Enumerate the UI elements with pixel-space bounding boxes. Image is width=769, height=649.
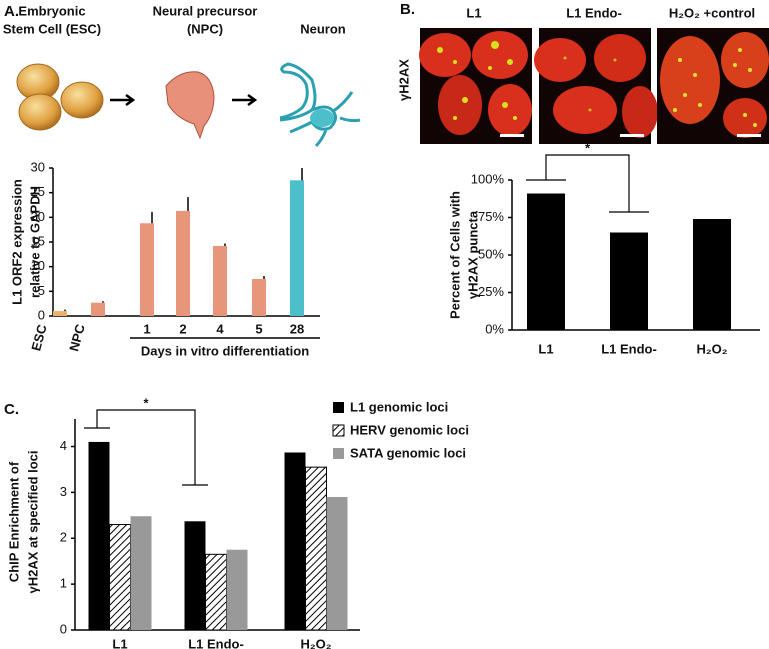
bar <box>140 223 154 316</box>
y-axis-label: relative to GAPDH <box>27 186 42 298</box>
panel-label: B. <box>400 1 415 18</box>
y-tick-label: 30 <box>31 159 45 174</box>
y-tick-label: 25% <box>478 284 504 299</box>
y-tick-label: 100% <box>471 171 505 186</box>
significance-label: * <box>143 395 149 410</box>
bar <box>290 180 304 316</box>
y-tick-label: 75% <box>478 209 504 224</box>
condition-label: H₂O₂ +control <box>669 5 755 20</box>
x-tick-label: L1 <box>538 341 553 356</box>
bar <box>88 441 110 630</box>
y-tick-label: 25 <box>31 184 45 199</box>
arrow <box>232 93 258 107</box>
y-tick-label: 5 <box>38 283 45 298</box>
bar <box>109 524 131 631</box>
bar <box>53 311 67 316</box>
legend-label: L1 genomic loci <box>350 399 448 414</box>
bar <box>130 516 152 630</box>
y-axis-label: Percent of Cells with <box>447 191 462 319</box>
x-tick-label: L1 Endo- <box>601 341 657 356</box>
cell-label: Neuron <box>300 21 346 36</box>
x-tick-label: 2 <box>179 321 186 336</box>
micrographs: γH2AX L1 L1 Endo- H₂O₂ +control <box>396 5 769 144</box>
y-axis-label: γH2AX at specified loci <box>25 450 40 593</box>
x-tick-label: 28 <box>290 321 304 336</box>
micrograph <box>657 28 769 144</box>
y-tick-label: 20 <box>31 209 45 224</box>
legend-swatch <box>332 424 345 437</box>
y-axis-label: L1 ORF2 expression <box>9 179 24 305</box>
legend-swatch <box>333 448 344 459</box>
bar <box>527 193 565 330</box>
significance-bracket <box>84 409 208 486</box>
panel-label: C. <box>4 401 19 418</box>
esc-cell <box>18 93 62 131</box>
x-tick-label: 5 <box>255 321 262 336</box>
legend-label: HERV genomic loci <box>350 422 469 437</box>
y-tick-label: 0% <box>485 321 504 336</box>
bar <box>284 452 306 630</box>
x-tick-label: H₂O₂ <box>300 636 331 649</box>
x-axis-label: Days in vitro differentiation <box>141 343 309 358</box>
y-tick-label: 15 <box>31 233 45 248</box>
bar <box>252 279 266 316</box>
neuron-cell <box>279 62 361 148</box>
panel-label: A. <box>4 3 19 20</box>
y-tick-label: 1 <box>60 576 67 591</box>
bar <box>226 549 248 630</box>
x-tick-label: 1 <box>143 321 150 336</box>
x-tick-label: L1 <box>112 636 127 649</box>
y-tick-label: 10 <box>31 258 45 273</box>
significance-label: * <box>585 140 591 155</box>
npc-cell <box>165 71 215 140</box>
arrow <box>110 93 136 107</box>
cell-label: Neural precursor <box>153 3 258 18</box>
bar <box>205 553 227 631</box>
esc-cell <box>60 81 104 119</box>
y-tick-label: 50% <box>478 246 504 261</box>
significance-bracket <box>526 154 649 213</box>
cell-label: Embryonic <box>18 3 85 18</box>
y-tick-label: 3 <box>60 484 67 499</box>
y-tick-label: 0 <box>38 307 45 322</box>
neuron-body <box>310 109 334 127</box>
legend-swatch <box>333 402 344 413</box>
stain-label: γH2AX <box>396 59 411 101</box>
condition-label: L1 Endo- <box>566 5 622 20</box>
y-tick-label: 4 <box>60 438 67 453</box>
x-tick-label: L1 Endo- <box>188 636 244 649</box>
x-tick-label: 4 <box>216 321 224 336</box>
y-axis-label: γH2AX puncta <box>465 210 480 299</box>
illustration: Embryonic Stem Cell (ESC) Neural precurs… <box>3 3 361 148</box>
bar <box>176 210 190 316</box>
x-tick-label: ESC <box>28 322 50 352</box>
micrograph <box>534 28 658 144</box>
condition-label: L1 <box>466 5 481 20</box>
bar <box>305 466 327 631</box>
x-tick-label: NPC <box>66 322 88 353</box>
bar <box>610 232 648 330</box>
cell-label: Stem Cell (ESC) <box>3 21 101 36</box>
x-tick-label: H₂O₂ <box>696 341 727 356</box>
y-tick-label: 2 <box>60 530 67 545</box>
y-tick-label: 0 <box>60 621 67 636</box>
bar <box>91 302 105 316</box>
cell-label: (NPC) <box>187 21 223 36</box>
bar <box>326 496 348 630</box>
bar <box>184 521 206 630</box>
y-axis-label: ChIP Enrichment of <box>6 461 21 582</box>
bar <box>213 245 227 316</box>
bar <box>693 219 731 330</box>
micrograph <box>419 28 532 144</box>
legend-label: SATA genomic loci <box>350 445 466 460</box>
